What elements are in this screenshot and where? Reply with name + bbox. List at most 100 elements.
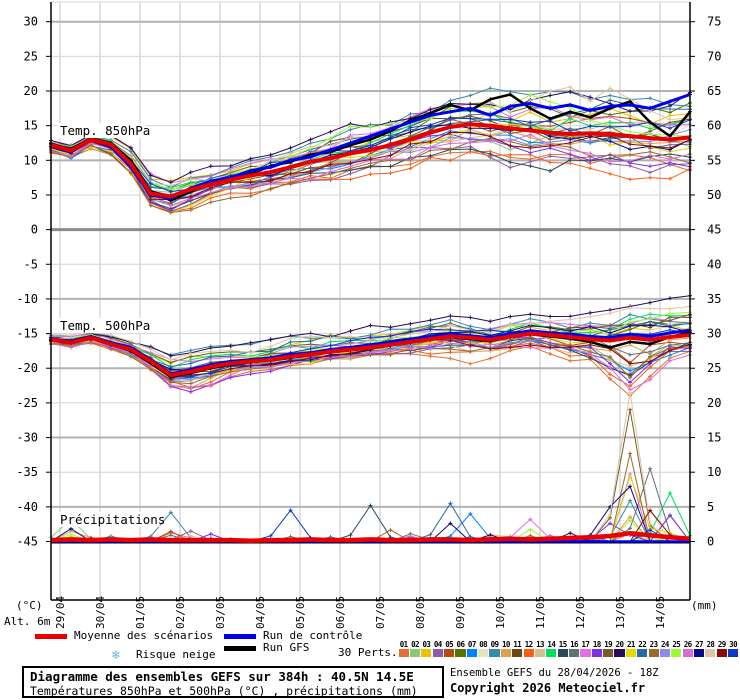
panel-label-precip: Précipitations [57,512,165,527]
perturbation-cell-02: 02 [409,640,421,657]
gfs-line-swatch [224,646,256,651]
perturbation-number: 04 [433,640,442,649]
perturbation-cell-23: 23 [648,640,659,657]
perturbation-number: 19 [604,640,613,649]
ensemble-chart-svg: 302520151050-5-10-15-20-25-30-35-40-4575… [16,1,721,629]
svg-text:5: 5 [31,188,38,202]
svg-text:02/05: 02/05 [174,596,187,629]
x-axis-date-labels: 29/04 30/04 01/05 02/05 03/05 04/05 05/05 06/05… [54,596,667,629]
svg-text:-35: -35 [16,465,38,479]
svg-text:30/04: 30/04 [94,596,107,629]
perturbation-swatch [455,649,466,657]
perturbation-cell-01: 01 [398,640,409,657]
perturbation-cell-11: 11 [512,640,523,657]
perturbation-number: 10 [501,640,510,649]
perturbation-cell-12: 12 [523,640,534,657]
perturbation-cell-29: 29 [716,640,727,657]
perturbation-cell-13: 13 [534,640,546,657]
svg-text:65: 65 [707,84,721,98]
svg-text:-30: -30 [16,431,38,445]
svg-text:60: 60 [707,119,721,133]
snowflake-icon: ❄ [112,648,120,663]
perturbation-cell-19: 19 [602,640,614,657]
perturbation-swatch [659,649,671,657]
perturbation-swatch [625,649,636,657]
svg-text:10: 10 [707,465,721,479]
svg-text:10/05: 10/05 [494,596,507,629]
perturbation-cell-18: 18 [591,640,602,657]
perturbation-swatch [478,649,489,657]
panel-temp850 [49,85,692,215]
perturbation-cell-21: 21 [625,640,636,657]
perturbation-cell-08: 08 [478,640,489,657]
svg-text:20: 20 [707,396,721,410]
svg-text:01/05: 01/05 [134,596,147,629]
svg-text:35: 35 [707,292,721,306]
perturbation-number: 22 [638,640,647,649]
control-line-swatch [224,634,256,639]
perturbation-number: 28 [706,640,715,649]
perturbation-swatch [512,649,523,657]
svg-text:08/05: 08/05 [414,596,427,629]
mean-line-label: Moyenne des scénarios [74,629,214,642]
svg-text:10: 10 [24,153,38,167]
svg-text:11/05: 11/05 [534,596,547,629]
perturbation-swatch [398,649,409,657]
perturbation-number: 15 [558,640,567,649]
altitude-label: Alt. 6m [4,615,51,628]
perturbation-swatch [648,649,659,657]
svg-text:-45: -45 [16,535,38,549]
svg-text:Temp. 850hPa: Temp. 850hPa [60,123,150,138]
svg-text:-20: -20 [16,361,38,375]
perturbation-cell-25: 25 [671,640,682,657]
perturbation-swatch [523,649,534,657]
perturbation-number: 08 [479,640,488,649]
perturbation-number: 20 [615,640,624,649]
axis-tick-labels: 302520151050-5-10-15-20-25-30-35-40-4575… [16,15,721,549]
svg-text:25: 25 [24,49,38,63]
perturbation-swatch [591,649,602,657]
perturbation-cell-07: 07 [466,640,477,657]
perturbation-number: 03 [422,640,431,649]
svg-text:13/05: 13/05 [614,596,627,629]
perturbation-cell-24: 24 [659,640,671,657]
svg-text:50: 50 [707,188,721,202]
svg-text:30: 30 [707,327,721,341]
perturbations-count-label: 30 Perts. [338,646,398,659]
perturbation-swatch [705,649,716,657]
svg-text:15: 15 [707,431,721,445]
panel-precip [49,390,692,544]
perturbation-swatch [557,649,568,657]
mean-line-swatch [35,634,67,639]
svg-text:40: 40 [707,257,721,271]
diagram-subtitle: Températures 850hPa et 500hPa (°C) , pré… [30,684,418,698]
svg-text:04/05: 04/05 [254,596,267,629]
svg-text:09/05: 09/05 [454,596,467,629]
panel-label-temp850: Temp. 850hPa [57,123,150,138]
svg-text:Temp. 500hPa: Temp. 500hPa [60,318,150,333]
perturbation-number: 23 [649,640,658,649]
perturbation-cell-05: 05 [443,640,455,657]
perturbation-number: 18 [592,640,601,649]
perturbation-cell-26: 26 [682,640,693,657]
perturbation-number: 16 [570,640,578,649]
perturbation-number: 17 [581,640,590,649]
grid [51,1,690,600]
perturbation-swatch [546,649,557,657]
svg-text:Précipitations: Précipitations [60,512,165,527]
perturbation-swatch [671,649,682,657]
perturbation-swatch [432,649,443,657]
perturbation-color-strip: 01 02 03 04 05 06 07 08 09 10 11 12 13 14 15 16 17 18 19 20… [398,640,739,657]
svg-text:-25: -25 [16,396,38,410]
perturbation-number: 30 [729,640,738,649]
perturbation-number: 01 [399,640,408,649]
panel-label-temp500: Temp. 500hPa [57,318,150,333]
perturbation-swatch [614,649,625,657]
perturbation-number: 21 [626,640,635,649]
perturbation-cell-04: 04 [432,640,443,657]
perturbation-cell-22: 22 [637,640,648,657]
perturbation-cell-03: 03 [421,640,432,657]
svg-text:05/05: 05/05 [294,596,307,629]
perturbation-number: 26 [683,640,692,649]
